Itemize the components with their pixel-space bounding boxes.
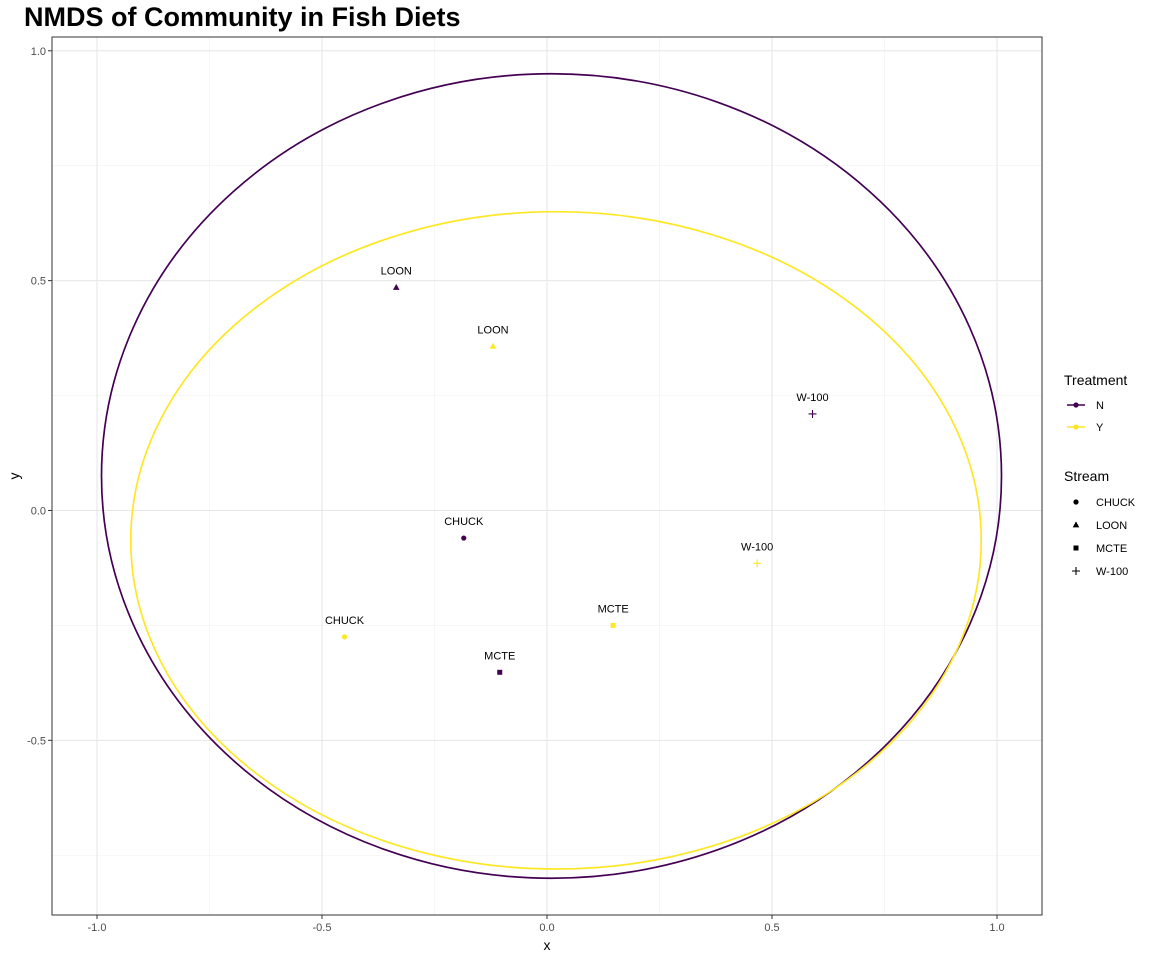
treatment-legend-label: Y: [1096, 422, 1104, 434]
point-label: MCTE: [598, 603, 629, 615]
legend-key-triangle: [1072, 521, 1080, 528]
x-tick-label: -1.0: [88, 922, 107, 934]
x-axis-title: x: [544, 937, 551, 953]
treatment-legend-title: Treatment: [1064, 372, 1127, 388]
point-label: W-100: [796, 392, 828, 404]
x-axis-ticks: -1.0 -0.5 0.0 0.5 1.0: [88, 915, 1005, 934]
x-tick-label: 1.0: [989, 922, 1004, 934]
stream-legend-label: W-100: [1096, 566, 1128, 578]
stream-legend-label: LOON: [1096, 520, 1127, 532]
legend-key-square: [1073, 545, 1079, 551]
stream-legend-label: CHUCK: [1096, 497, 1136, 509]
chart-title: NMDS of Community in Fish Diets: [24, 2, 461, 32]
legend-key-point: [1073, 402, 1079, 408]
point-label: MCTE: [484, 650, 515, 662]
data-point: [392, 283, 400, 290]
ellipse-y: [129, 210, 983, 870]
stream-legend-label: MCTE: [1096, 543, 1127, 555]
treatment-legend: Treatment NY: [1064, 372, 1127, 434]
x-tick-label: 0.0: [539, 922, 554, 934]
data-point: [610, 622, 616, 628]
point-label: LOON: [477, 324, 508, 336]
point-label: CHUCK: [325, 615, 365, 627]
ellipse-n: [100, 72, 1003, 880]
point-layer: [341, 283, 817, 675]
x-tick-label: 0.5: [764, 922, 779, 934]
ellipse-layer: [100, 72, 1003, 880]
point-label: W-100: [741, 541, 773, 553]
legend-key-plus: [1072, 567, 1080, 575]
treatment-legend-label: N: [1096, 400, 1104, 412]
data-point: [489, 342, 497, 349]
major-grid: [52, 37, 1042, 915]
point-label-layer: LOON LOON W-100 W-100 CHUCK CHUCK MCTE MCTE: [325, 266, 829, 663]
data-point: [341, 634, 348, 640]
point-label: CHUCK: [444, 516, 484, 528]
x-tick-label: -0.5: [313, 922, 332, 934]
stream-legend: Stream CHUCK LOON MCTE W-100: [1064, 468, 1136, 578]
data-point: [461, 535, 467, 541]
y-tick-label: 0.0: [31, 505, 46, 517]
y-axis-title: y: [6, 473, 22, 480]
data-point: [753, 559, 762, 568]
y-axis-ticks: -0.5 0.0 0.5 1.0: [27, 46, 52, 747]
legend-key-point: [1073, 424, 1079, 430]
y-tick-label: 1.0: [31, 46, 46, 58]
data-point: [808, 409, 817, 418]
stream-legend-title: Stream: [1064, 468, 1109, 484]
legend-key-circle: [1073, 499, 1079, 505]
y-tick-label: -0.5: [27, 735, 46, 747]
point-label: LOON: [381, 266, 412, 278]
y-tick-label: 0.5: [31, 276, 46, 288]
data-point: [497, 669, 503, 675]
